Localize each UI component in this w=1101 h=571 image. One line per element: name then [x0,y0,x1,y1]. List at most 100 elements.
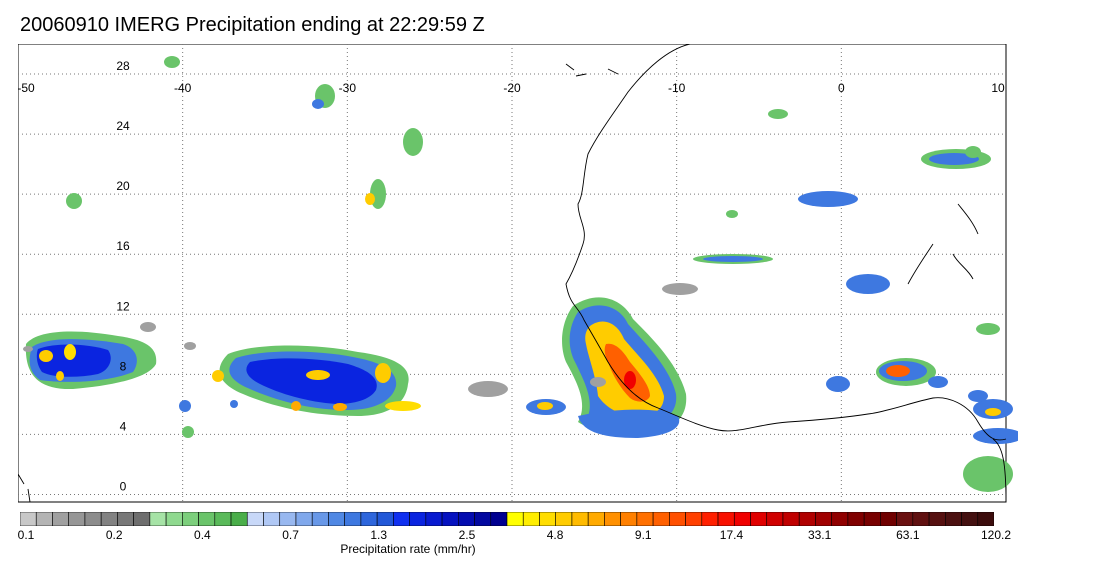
colorbar-swatch [20,512,37,526]
colorbar-swatch [490,512,508,526]
colorbar-swatch [636,512,654,526]
colorbar-swatch [847,512,865,526]
precip-region [768,109,788,119]
colorbar-swatch [928,512,946,526]
lat-tick-label: 12 [116,299,130,313]
colorbar-swatch [182,512,199,526]
colorbar-swatch [652,512,670,526]
colorbar-tick-label: 1.3 [370,528,388,542]
precip-core [212,370,224,382]
precip-core [385,401,421,411]
colorbar-swatch [571,512,589,526]
coast-detail [18,473,31,503]
colorbar-swatch [604,512,621,526]
colorbar-swatch [912,512,930,526]
colorbar-swatch [409,512,427,526]
colorbar-swatch [165,512,183,526]
colorbar-swatch [798,512,816,526]
colorbar [20,512,994,526]
lat-tick-label: 28 [116,59,130,73]
precip-region [846,274,890,294]
precip-light [590,377,606,387]
precip-region [826,376,850,392]
lon-tick-label: 10 [991,81,1005,95]
colorbar-swatch [328,512,345,526]
precip-core [306,370,330,380]
coast-detail [992,438,1007,503]
colorbar-swatch [279,512,297,526]
colorbar-tick-label: 0.2 [105,528,123,542]
colorbar-swatch [944,512,962,526]
colorbar-swatch [587,512,605,526]
colorbar-swatch [815,512,832,526]
colorbar-tick-label: 9.1 [634,528,652,542]
precip-region [963,456,1013,492]
colorbar-tick-label: 4.8 [546,528,564,542]
precip-cell [291,401,301,411]
precipitation-map: -50 -40 -30 -20 -10 0 10 28 24 20 16 12 8 4 0 [18,44,1018,504]
precip-region [976,323,1000,335]
colorbar-swatch [214,512,232,526]
lon-tick-label: -50 [18,81,35,95]
precip-core [39,350,53,362]
coast-detail [565,63,619,77]
precip-region [973,428,1018,444]
precip-cell [230,400,238,408]
colorbar-tick-label: 2.5 [458,528,476,542]
precip-core [985,408,1001,416]
precip-core [886,365,910,377]
precip-region [36,344,111,377]
precip-cell [179,400,191,412]
precip-core [624,371,636,389]
colorbar-swatches [20,512,994,526]
precip-cell [182,426,194,438]
precip-core [333,403,347,411]
colorbar-tick-label: 0.7 [282,528,299,542]
colorbar-swatch [457,512,475,526]
precip-region [965,146,981,158]
precip-region [312,99,324,109]
precip-region [928,376,948,388]
colorbar-swatch [441,512,459,526]
colorbar-swatch [896,512,914,526]
precip-region [703,256,763,262]
colorbar-tick-label: 120.2 [980,528,1012,542]
colorbar-swatch [506,512,524,526]
lon-tick-label: -30 [339,81,357,95]
lon-tick-label: -20 [503,81,521,95]
colorbar-label: Precipitation rate (mm/hr) [340,542,476,556]
precip-region [798,191,858,207]
colorbar-tick-label: 0.4 [194,528,211,542]
colorbar-swatch [522,512,540,526]
precip-core [64,344,76,360]
precip-region [246,358,377,404]
coast-detail [907,203,979,285]
lat-tick-label: 20 [116,179,130,193]
colorbar-swatch [733,512,751,526]
colorbar-swatch [880,512,897,526]
precip-region [968,390,988,402]
precip-core [537,402,553,410]
lon-tick-label: -10 [668,81,686,95]
precip-region [365,193,375,205]
precip-core [375,363,391,383]
precip-region [726,210,738,218]
colorbar-swatch [246,512,264,526]
colorbar-swatch [117,512,134,526]
africa-coastline [565,44,1007,441]
colorbar-swatch [831,512,849,526]
lon-tick-label: 0 [838,81,845,95]
lon-tick-label: -40 [174,81,192,95]
colorbar-swatch [766,512,784,526]
map-title: 20060910 IMERG Precipitation ending at 2… [20,14,485,36]
colorbar-swatch [230,512,248,526]
colorbar-swatch [100,512,118,526]
precip-core [56,371,64,381]
colorbar-swatch [863,512,881,526]
colorbar-swatch [977,512,994,526]
colorbar-swatch [717,512,735,526]
precip-light [468,381,508,397]
colorbar-swatch [393,512,410,526]
colorbar-swatch [425,512,443,526]
colorbar-swatch [750,512,768,526]
